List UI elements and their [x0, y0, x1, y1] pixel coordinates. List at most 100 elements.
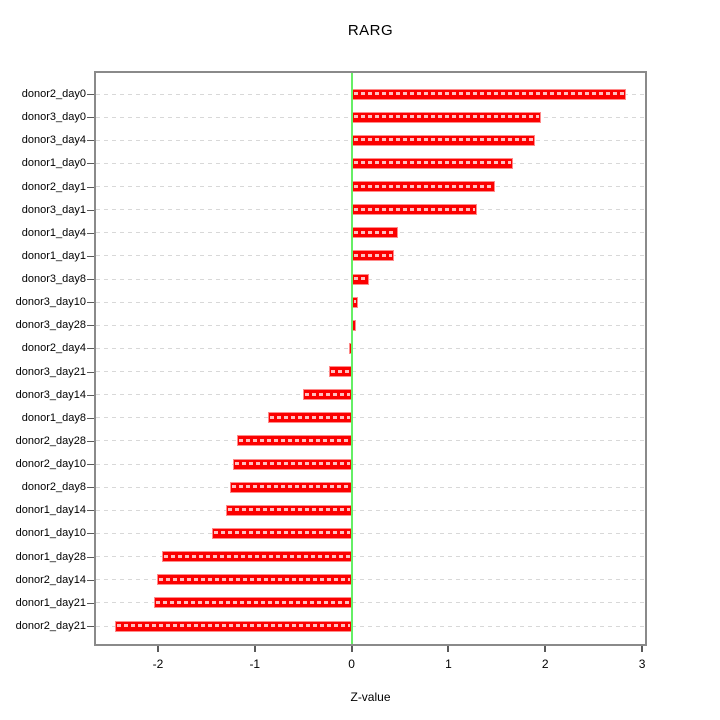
bar-stripe — [353, 184, 493, 188]
gridline — [96, 602, 645, 604]
gridline — [96, 486, 645, 488]
bar-stripe — [159, 577, 350, 581]
gridline — [96, 509, 645, 511]
y-tick — [87, 255, 94, 257]
bar-stripe — [239, 438, 350, 442]
y-tick-label: donor1_day4 — [21, 226, 86, 239]
y-tick-label: donor3_day21 — [15, 365, 86, 378]
bar-donor2_day14 — [157, 574, 352, 586]
bar-stripe — [234, 462, 350, 466]
x-tick-label: -1 — [249, 657, 261, 671]
bar-stripe — [353, 207, 475, 211]
x-axis-tick-labels: -2 -1 0 1 2 3 — [94, 657, 647, 671]
bar-stripe — [163, 554, 350, 558]
gridline — [96, 417, 645, 419]
y-tick-label: donor3_day1 — [21, 203, 86, 216]
bar-donor2_day21 — [115, 620, 352, 632]
bar-stripe — [331, 369, 350, 373]
zero-line — [350, 73, 353, 644]
y-tick-label: donor3_day0 — [21, 111, 86, 124]
gridline — [96, 556, 645, 558]
y-tick — [87, 117, 94, 119]
y-tick — [87, 232, 94, 234]
y-tick-label: donor2_day21 — [15, 620, 86, 632]
plot-area — [94, 71, 647, 646]
bar-stripe — [227, 508, 350, 512]
y-tick — [87, 325, 94, 327]
y-axis-labels: donor2_day0 donor3_day0 donor3_day4 donor1_… — [0, 71, 86, 646]
bar-stripe — [353, 253, 393, 257]
y-tick — [87, 140, 94, 142]
x-axis-title: Z-value — [350, 690, 391, 704]
x-tick-label: 0 — [348, 657, 355, 671]
y-tick — [87, 487, 94, 489]
x-tick-label: 3 — [638, 657, 646, 671]
gridline — [96, 394, 645, 396]
y-tick-label: donor2_day8 — [21, 481, 86, 494]
bar-donor3_day0 — [351, 111, 542, 123]
y-tick-label: donor1_day21 — [15, 596, 86, 609]
y-tick-label: donor2_day1 — [21, 180, 86, 193]
y-tick-label: donor2_day28 — [15, 434, 86, 447]
y-tick-label: donor3_day14 — [15, 388, 86, 401]
y-tick — [87, 302, 94, 304]
x-axis-ticks — [94, 646, 647, 652]
y-tick-label: donor2_day4 — [21, 342, 86, 355]
bar-stripe — [353, 230, 397, 234]
gridline — [96, 579, 645, 581]
x-tick — [253, 646, 256, 652]
y-tick-label: donor2_day10 — [15, 458, 86, 471]
bar-donor1_day10 — [212, 527, 352, 539]
bar-stripe — [353, 115, 540, 119]
y-tick — [87, 626, 94, 627]
gridline — [96, 278, 645, 280]
bar-donor2_day28 — [237, 435, 352, 447]
gridline — [96, 625, 645, 627]
y-tick — [87, 533, 94, 535]
bar-donor2_day0 — [351, 88, 626, 100]
y-tick-label: donor3_day28 — [15, 319, 86, 332]
bar-donor2_day1 — [351, 181, 495, 193]
y-tick — [87, 464, 94, 466]
bar-stripe — [305, 392, 350, 396]
bar-donor3_day21 — [329, 366, 352, 378]
x-tick — [156, 646, 159, 652]
gridline — [96, 463, 645, 465]
x-tick-label: 1 — [445, 657, 452, 671]
bar-donor1_day21 — [154, 597, 352, 609]
bar-donor3_day1 — [351, 204, 477, 216]
y-tick-label: donor2_day0 — [21, 88, 86, 100]
y-tick — [87, 279, 94, 281]
bar-stripe — [156, 600, 350, 604]
bar-donor3_day14 — [303, 389, 352, 401]
gridline — [96, 347, 645, 349]
bar-donor1_day28 — [161, 551, 352, 563]
x-tick-label: 2 — [541, 657, 549, 671]
bar-donor3_day8 — [351, 273, 370, 285]
y-tick — [87, 510, 94, 512]
x-tick — [350, 646, 353, 652]
bar-stripe — [353, 277, 368, 281]
bar-stripe — [214, 531, 350, 535]
bar-donor2_day8 — [229, 481, 352, 493]
x-tick — [641, 646, 644, 652]
bar-donor1_day8 — [268, 412, 352, 424]
y-tick — [87, 186, 94, 188]
y-tick-label: donor1_day14 — [15, 504, 86, 517]
bar-donor1_day1 — [351, 250, 395, 262]
bar-donor1_day14 — [225, 504, 352, 516]
bar-stripe — [353, 300, 357, 304]
y-tick-label: donor1_day1 — [21, 249, 86, 262]
bar-donor1_day0 — [351, 157, 514, 169]
bar-stripe — [353, 161, 512, 165]
y-tick-label: donor3_day10 — [15, 296, 86, 309]
x-tick — [544, 646, 547, 652]
gridline — [96, 371, 645, 373]
chart-title: RARG — [347, 22, 394, 39]
y-tick-label: donor2_day14 — [15, 573, 86, 586]
y-tick — [87, 209, 94, 211]
y-tick — [87, 348, 94, 350]
gridline — [96, 324, 645, 326]
bar-stripe — [117, 624, 350, 627]
bar-donor1_day4 — [351, 227, 399, 239]
